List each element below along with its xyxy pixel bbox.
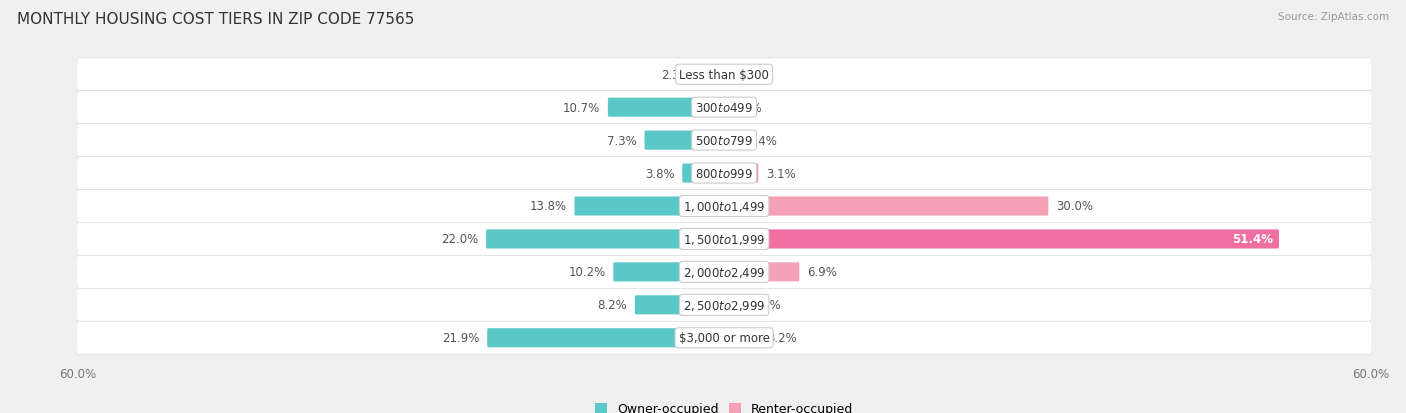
FancyBboxPatch shape — [723, 263, 800, 282]
FancyBboxPatch shape — [607, 98, 725, 117]
Text: 6.9%: 6.9% — [807, 266, 837, 279]
FancyBboxPatch shape — [77, 59, 1371, 92]
FancyBboxPatch shape — [486, 230, 725, 249]
Text: 10.7%: 10.7% — [562, 102, 600, 114]
FancyBboxPatch shape — [723, 328, 759, 347]
FancyBboxPatch shape — [723, 296, 744, 315]
FancyBboxPatch shape — [723, 131, 740, 150]
Text: 3.8%: 3.8% — [645, 167, 675, 180]
Text: 8.2%: 8.2% — [598, 299, 627, 311]
Text: 10.2%: 10.2% — [568, 266, 606, 279]
FancyBboxPatch shape — [77, 256, 1371, 289]
Text: 30.0%: 30.0% — [1056, 200, 1092, 213]
FancyBboxPatch shape — [575, 197, 725, 216]
Text: 3.2%: 3.2% — [768, 332, 797, 344]
Text: $2,000 to $2,499: $2,000 to $2,499 — [683, 265, 765, 279]
Text: $800 to $999: $800 to $999 — [695, 167, 754, 180]
Text: 51.4%: 51.4% — [1232, 233, 1272, 246]
Text: 1.4%: 1.4% — [748, 134, 778, 147]
FancyBboxPatch shape — [486, 328, 725, 347]
Text: $500 to $799: $500 to $799 — [695, 134, 754, 147]
FancyBboxPatch shape — [723, 230, 1279, 249]
Text: 21.9%: 21.9% — [441, 332, 479, 344]
Text: 13.8%: 13.8% — [530, 200, 567, 213]
FancyBboxPatch shape — [613, 263, 725, 282]
FancyBboxPatch shape — [636, 296, 725, 315]
Text: 0.0%: 0.0% — [733, 69, 762, 81]
Text: $300 to $499: $300 to $499 — [695, 102, 754, 114]
FancyBboxPatch shape — [699, 66, 725, 85]
Text: $2,500 to $2,999: $2,500 to $2,999 — [683, 298, 765, 312]
FancyBboxPatch shape — [77, 92, 1371, 124]
Text: 1.8%: 1.8% — [752, 299, 782, 311]
FancyBboxPatch shape — [77, 223, 1371, 256]
Text: 7.3%: 7.3% — [607, 134, 637, 147]
Text: MONTHLY HOUSING COST TIERS IN ZIP CODE 77565: MONTHLY HOUSING COST TIERS IN ZIP CODE 7… — [17, 12, 415, 27]
FancyBboxPatch shape — [723, 197, 1049, 216]
Text: 0.0%: 0.0% — [733, 102, 762, 114]
Text: $3,000 or more: $3,000 or more — [679, 332, 769, 344]
FancyBboxPatch shape — [77, 157, 1371, 190]
Text: $1,000 to $1,499: $1,000 to $1,499 — [683, 199, 765, 214]
FancyBboxPatch shape — [682, 164, 725, 183]
Text: $1,500 to $1,999: $1,500 to $1,999 — [683, 233, 765, 246]
FancyBboxPatch shape — [77, 124, 1371, 157]
FancyBboxPatch shape — [77, 321, 1371, 354]
FancyBboxPatch shape — [644, 131, 725, 150]
Text: 2.3%: 2.3% — [661, 69, 690, 81]
Text: 22.0%: 22.0% — [441, 233, 478, 246]
FancyBboxPatch shape — [77, 289, 1371, 321]
Text: 3.1%: 3.1% — [766, 167, 796, 180]
Text: Source: ZipAtlas.com: Source: ZipAtlas.com — [1278, 12, 1389, 22]
FancyBboxPatch shape — [723, 164, 758, 183]
Legend: Owner-occupied, Renter-occupied: Owner-occupied, Renter-occupied — [589, 397, 859, 413]
Text: Less than $300: Less than $300 — [679, 69, 769, 81]
FancyBboxPatch shape — [77, 190, 1371, 223]
